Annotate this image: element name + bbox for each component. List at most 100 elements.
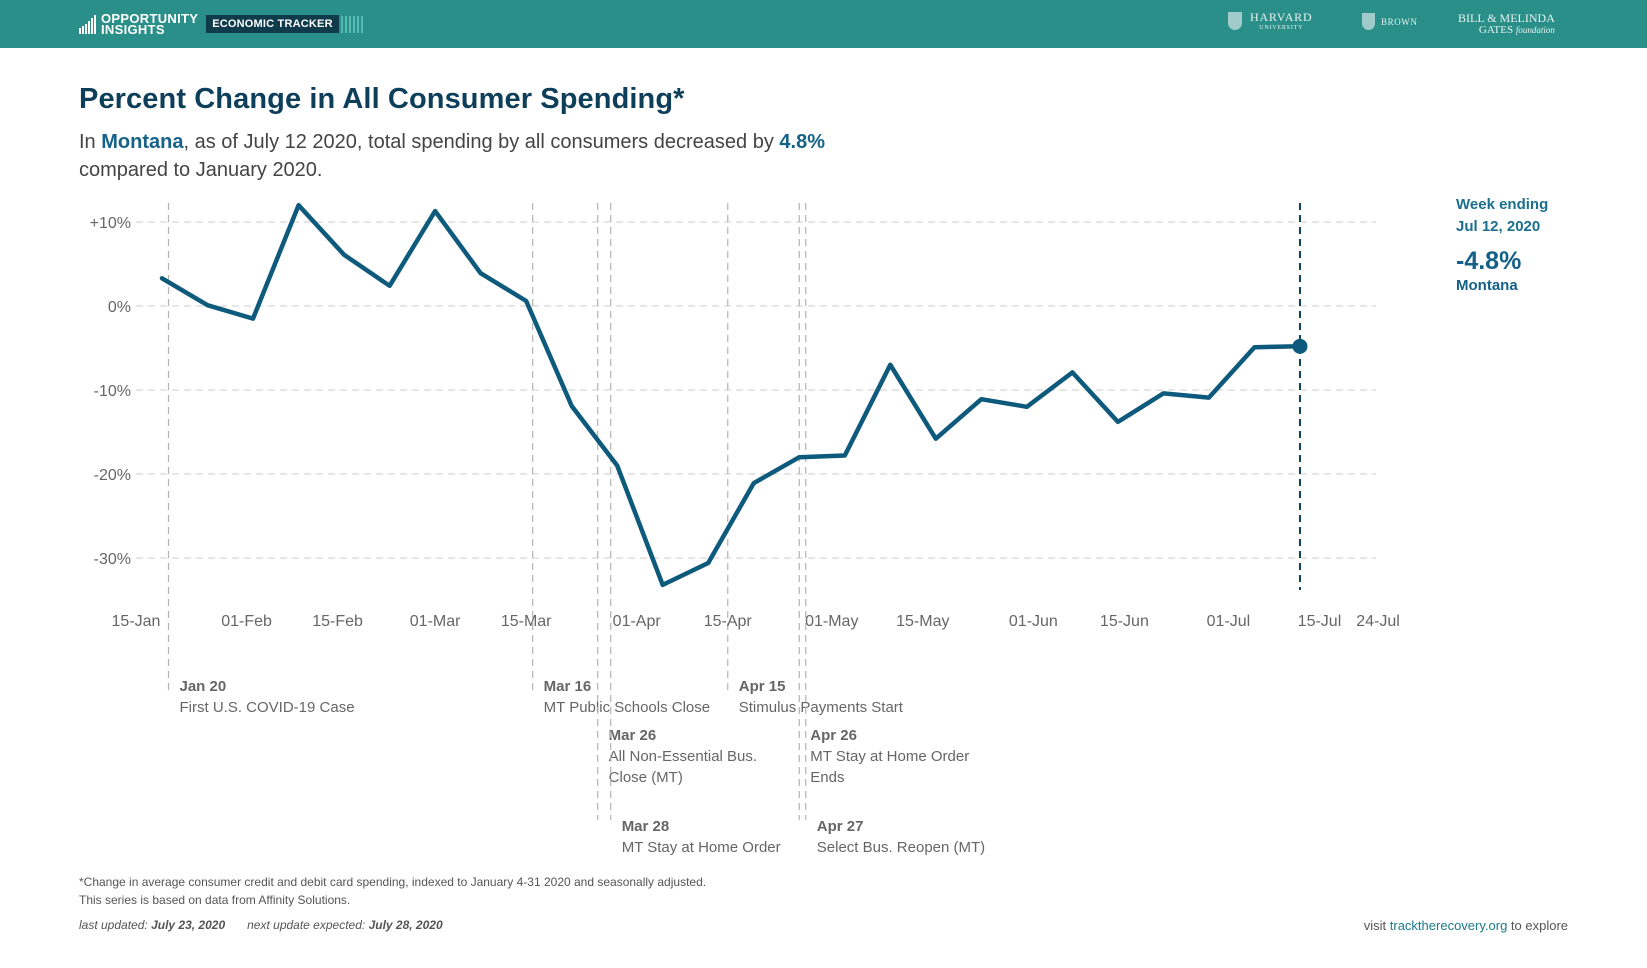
x-tick-label: 15-Jun [1100, 613, 1149, 630]
data-point [934, 437, 938, 441]
data-point [1025, 405, 1029, 409]
y-axis-ticks: +10% 0% -10% -20% -30% [90, 215, 131, 568]
event-label: Ends [810, 769, 844, 786]
event-date: Jan 20 [180, 678, 227, 695]
stripe-decoration [340, 15, 363, 33]
event-label: First U.S. COVID-19 Case [180, 699, 355, 716]
data-point [342, 253, 346, 257]
data-point [1252, 345, 1256, 349]
y-tick-label: -10% [94, 383, 131, 400]
gates-line-2: GATES [1478, 24, 1514, 36]
footnote: *Change in average consumer credit and d… [79, 873, 706, 909]
footnote-line-1: *Change in average consumer credit and d… [79, 875, 707, 889]
x-tick-label: 01-Jul [1207, 613, 1251, 630]
y-tick-label: 0% [108, 299, 131, 316]
event-label: Close (MT) [609, 769, 683, 786]
y-tick-label: +10% [90, 215, 131, 232]
data-point [1116, 420, 1120, 424]
opportunity-insights-logo[interactable]: OPPORTUNITY INSIGHTS ECONOMIC TRACKER [79, 11, 363, 37]
data-point [752, 481, 756, 485]
event-label: MT Stay at Home Order [810, 748, 969, 765]
data-point [433, 209, 437, 213]
gates-line-2b: foundation [1515, 25, 1555, 35]
site-link[interactable]: tracktherecovery.org [1389, 918, 1508, 933]
harvard-shield-icon [1228, 11, 1242, 30]
subtitle-value: 4.8% [779, 131, 825, 153]
event-date: Mar 28 [622, 818, 670, 835]
x-tick-label: 15-Feb [312, 613, 363, 630]
visit-suffix: to explore [1507, 918, 1568, 933]
data-point [1161, 391, 1165, 395]
x-tick-label: 01-May [805, 613, 858, 630]
event-date: Mar 16 [544, 678, 592, 695]
header-bar: OPPORTUNITY INSIGHTS ECONOMIC TRACKER HA… [0, 0, 1647, 48]
last-updated-date: July 23, 2020 [151, 918, 226, 932]
harvard-sub: UNIVERSITY [1259, 25, 1304, 31]
event-label: Select Bus. Reopen (MT) [817, 839, 985, 856]
subtitle-region: Montana [101, 131, 184, 153]
visit-prefix: visit [1363, 918, 1390, 933]
brown-name: BROWN [1381, 16, 1418, 27]
event-date: Apr 15 [739, 678, 786, 695]
gridlines [136, 221, 1376, 559]
brand-name: OPPORTUNITY INSIGHTS [101, 11, 199, 37]
current-region: Montana [1456, 277, 1518, 294]
current-value-box: Week ending Jul 12, 2020 -4.8% Montana [1456, 194, 1606, 296]
data-point [297, 203, 301, 207]
event-label: Stimulus Payments Start [739, 699, 904, 716]
harvard-logo[interactable]: HARVARD UNIVERSITY [1228, 10, 1312, 31]
data-point [661, 583, 665, 587]
brand-line-1: OPPORTUNITY [101, 11, 199, 26]
x-tick-label: 15-Apr [704, 613, 753, 630]
data-point [979, 397, 983, 401]
chart-title: Percent Change in All Consumer Spending* [79, 83, 685, 115]
data-point [251, 317, 255, 321]
week-ending-date: Jul 12, 2020 [1456, 218, 1541, 235]
week-ending-label: Week ending [1456, 196, 1549, 213]
current-value: -4.8% [1456, 247, 1522, 275]
data-point [1070, 370, 1074, 374]
data-point [524, 299, 528, 303]
data-point [570, 404, 574, 408]
subtitle-part-2: , as of July 12 2020, total spending by … [183, 131, 780, 153]
series-layer [159, 202, 1308, 590]
bar-logo-icon [79, 15, 96, 34]
data-point [479, 271, 483, 275]
subtitle-part-1: In [79, 131, 102, 153]
data-point [388, 284, 392, 288]
gates-foundation-logo[interactable]: BILL & MELINDA GATES foundation [1458, 12, 1555, 36]
event-markers: Jan 20 First U.S. COVID-19 Case Mar 16 MT P… [167, 203, 985, 856]
x-tick-label: 01-Apr [613, 613, 662, 630]
visit-note: visit tracktherecovery.org to explore [1364, 918, 1568, 933]
economic-tracker-tag: ECONOMIC TRACKER [206, 15, 339, 33]
data-point [1207, 396, 1211, 400]
gates-line-1: BILL & MELINDA [1458, 11, 1555, 25]
y-tick-label: -30% [94, 551, 131, 568]
event-date: Apr 26 [810, 727, 857, 744]
x-tick-label: 15-May [896, 613, 949, 630]
data-point [797, 455, 801, 459]
spending-series-line [159, 202, 1303, 588]
x-tick-label: 01-Mar [410, 613, 461, 630]
last-updated-label: last updated: [79, 918, 152, 932]
subtitle-part-3: compared to January 2020. [79, 159, 323, 181]
data-point [206, 303, 210, 307]
update-info: last updated: July 23, 2020 next update e… [79, 918, 443, 932]
next-update-date: July 28, 2020 [368, 918, 443, 932]
data-point [706, 561, 710, 565]
x-tick-label: 15-Jan [112, 613, 161, 630]
spending-line-chart: +10% 0% -10% -20% -30% Jan 20 First U.S. COVI… [90, 202, 1400, 856]
y-tick-label: -20% [94, 467, 131, 484]
brown-logo[interactable]: BROWN [1362, 13, 1418, 30]
brand-line-2: INSIGHTS [101, 22, 165, 37]
event-date: Mar 26 [609, 727, 657, 744]
event-label: MT Stay at Home Order [622, 839, 781, 856]
event-date: Apr 27 [817, 818, 864, 835]
x-tick-label: 15-Mar [501, 613, 552, 630]
event-label: MT Public Schools Close [544, 699, 710, 716]
next-update-label: next update expected: [247, 918, 369, 932]
data-point [160, 276, 164, 280]
current-value-dot [1292, 338, 1308, 354]
x-tick-label: 15-Jul [1298, 613, 1342, 630]
x-axis-ticks: 15-Jan 01-Feb 15-Feb 01-Mar 15-Mar 01-Apr 15-A… [112, 613, 1400, 630]
